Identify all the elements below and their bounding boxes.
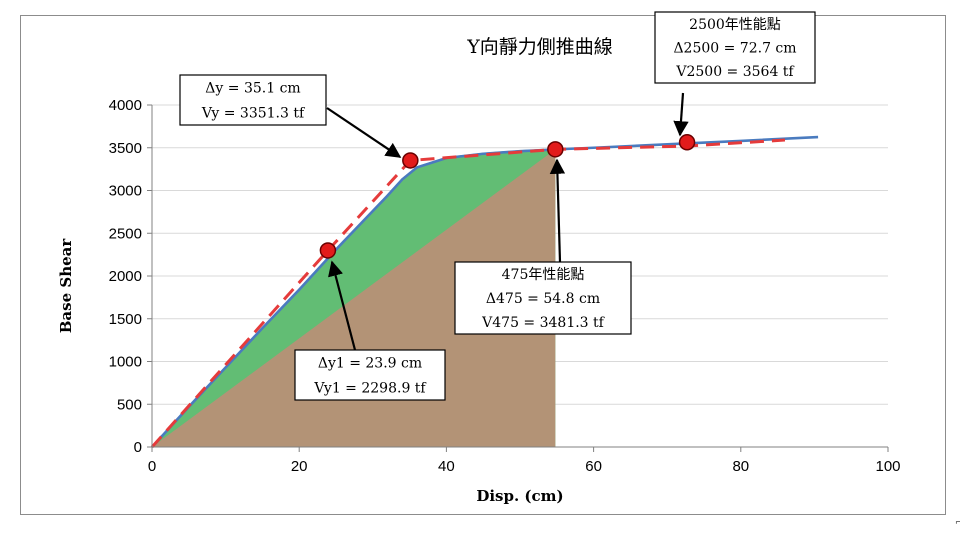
annotation-arrow <box>328 260 357 351</box>
y-tick-label: 0 <box>134 439 142 456</box>
y-tick-label: 2500 <box>109 225 142 242</box>
annotation-text-line: V475 = 3481.3 tf <box>481 315 606 331</box>
shaded-area-brown <box>152 149 556 447</box>
performance-point-marker <box>402 152 419 169</box>
annotation-text-line: 2500年性能點 <box>689 17 781 33</box>
annotation-text-line: Δ2500 = 72.7 cm <box>673 41 796 57</box>
x-tick-label: 40 <box>438 458 455 475</box>
chart-title: Y向靜力側推曲線 <box>466 36 613 58</box>
y-tick-label: 3500 <box>109 140 142 157</box>
y-tick-label: 500 <box>117 396 142 413</box>
y-tick-label: 1500 <box>109 311 142 328</box>
y-tick-label: 4000 <box>109 97 142 114</box>
corner-bracket: ⌐ <box>955 518 960 528</box>
annotation-text-line: V2500 = 3564 tf <box>675 64 795 80</box>
performance-point-marker <box>319 242 337 259</box>
x-tick-label: 0 <box>148 458 156 475</box>
annotation-text-line: Δ475 = 54.8 cm <box>486 291 600 307</box>
annotation-box <box>454 261 632 335</box>
annotation-box <box>294 349 446 401</box>
y-axis-title: Base Shear <box>57 238 75 334</box>
x-tick-label: 20 <box>291 458 308 475</box>
x-axis-title: Disp. (cm) <box>476 487 563 505</box>
performance-point-marker <box>678 134 696 151</box>
annotation-arrow <box>549 158 566 263</box>
y-tick-label: 3000 <box>109 183 142 200</box>
annotation-box <box>654 11 816 84</box>
annotation-text-line: Δy = 35.1 cm <box>205 81 300 97</box>
y-tick-label: 2000 <box>109 268 142 285</box>
y-tick-label: 1000 <box>109 354 142 371</box>
annotation-text-line: Δy1 = 23.9 cm <box>318 356 422 372</box>
x-tick-label: 100 <box>875 458 900 475</box>
annotation-text-line: Vy = 3351.3 tf <box>201 106 306 122</box>
performance-point-marker <box>547 141 564 158</box>
annotation-text-line: Vy1 = 2298.9 tf <box>313 381 427 397</box>
x-tick-label: 60 <box>585 458 602 475</box>
x-tick-label: 80 <box>732 458 749 475</box>
annotation-text-line: 475年性能點 <box>502 267 585 283</box>
annotation-arrow <box>326 107 402 158</box>
annotation-arrow <box>673 92 689 137</box>
annotation-box <box>179 74 327 126</box>
series-line-capacity <box>151 135 819 448</box>
